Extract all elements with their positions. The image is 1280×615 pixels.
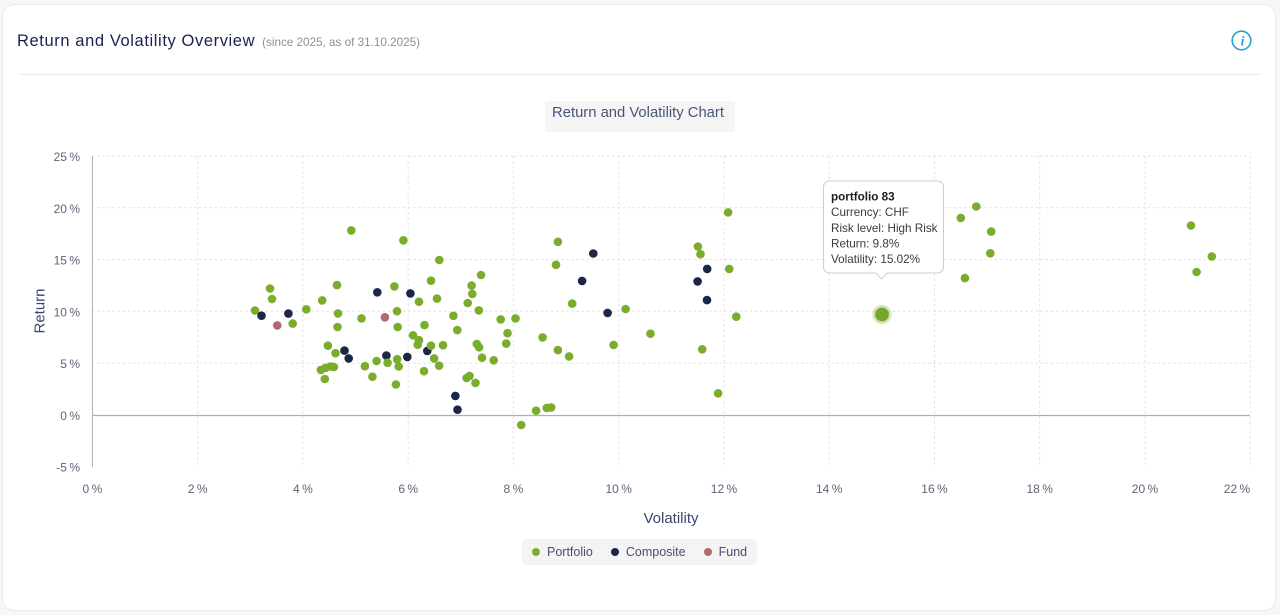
- svg-text:25 %: 25 %: [54, 150, 81, 164]
- svg-text:Return: Return: [32, 288, 49, 333]
- svg-text:2 %: 2 %: [188, 482, 208, 496]
- svg-text:Risk level: High Risk: Risk level: High Risk: [831, 222, 938, 235]
- svg-text:8 %: 8 %: [504, 482, 524, 496]
- svg-text:15 %: 15 %: [54, 254, 81, 268]
- svg-text:-5 %: -5 %: [56, 461, 80, 475]
- svg-text:Return: 9.8%: Return: 9.8%: [831, 238, 899, 251]
- svg-text:22 %: 22 %: [1224, 482, 1251, 496]
- svg-text:10 %: 10 %: [54, 305, 81, 319]
- svg-text:Volatility: 15.02%: Volatility: 15.02%: [831, 253, 920, 266]
- svg-text:14 %: 14 %: [816, 482, 843, 496]
- svg-text:Currency: CHF: Currency: CHF: [831, 206, 909, 219]
- svg-text:5 %: 5 %: [60, 357, 80, 371]
- svg-text:20 %: 20 %: [54, 202, 81, 216]
- svg-text:18 %: 18 %: [1026, 482, 1053, 496]
- svg-text:12 %: 12 %: [711, 482, 738, 496]
- svg-text:20 %: 20 %: [1132, 482, 1159, 496]
- svg-text:6 %: 6 %: [398, 482, 418, 496]
- svg-text:4 %: 4 %: [293, 482, 313, 496]
- svg-text:0 %: 0 %: [83, 482, 103, 496]
- svg-text:16 %: 16 %: [921, 482, 948, 496]
- svg-text:i: i: [1241, 34, 1245, 49]
- svg-text:portfolio 83: portfolio 83: [831, 191, 895, 204]
- svg-text:0 %: 0 %: [60, 409, 80, 423]
- svg-text:10 %: 10 %: [605, 482, 632, 496]
- svg-text:Volatility: Volatility: [643, 510, 699, 527]
